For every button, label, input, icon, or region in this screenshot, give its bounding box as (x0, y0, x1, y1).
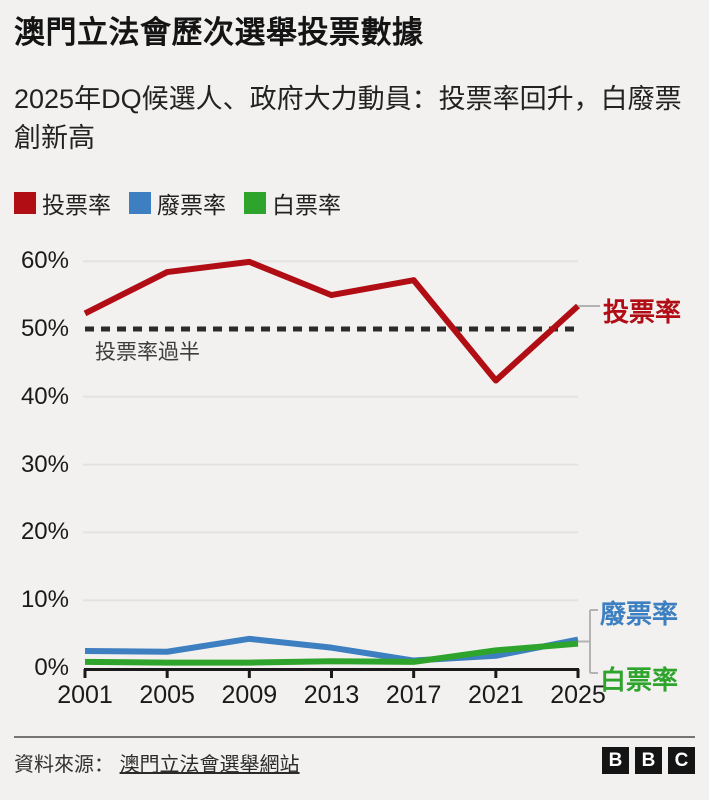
legend-label: 廢票率 (157, 192, 226, 218)
y-tick-label: 30% (20, 450, 69, 478)
series-label-turnout: 投票率 (603, 297, 682, 327)
series-label-blank-votes: 白票率 (600, 665, 679, 695)
y-tick-label: 50% (20, 315, 69, 342)
connector-bracket (578, 609, 598, 674)
footer-divider (14, 736, 695, 738)
legend-item: 投票率 (14, 186, 111, 220)
chart-subtitle: 2025年DQ候選人、政府大力動員：投票率回升，白廢票創新高 (14, 84, 682, 154)
series-line-2 (84, 640, 579, 666)
y-tick-label: 0% (34, 654, 69, 681)
y-tick-label: 20% (20, 518, 69, 546)
x-tick-label: 2001 (57, 681, 113, 709)
x-tick-label: 2021 (468, 681, 524, 709)
chart-legend: 投票率 廢票率 白票率 (14, 186, 341, 220)
source-label: 資料來源： (14, 754, 114, 776)
series-line-0 (83, 258, 581, 384)
source-attribution: 資料來源： 澳門立法會選舉網站 (14, 748, 300, 777)
x-tick-label: 2017 (385, 681, 442, 709)
reference-line-annotation: 投票率過半 (95, 341, 200, 364)
x-tick-label: 2005 (139, 681, 195, 709)
legend-swatch (129, 192, 151, 214)
legend-swatch (244, 192, 266, 214)
y-tick-label: 60% (20, 247, 69, 275)
x-tick-label: 2025 (550, 681, 606, 709)
bbc-logo-block: B (635, 747, 662, 774)
x-tick-label: 2009 (221, 681, 278, 709)
series-line-1 (84, 635, 579, 664)
series-label-invalid-votes: 廢票率 (600, 599, 679, 629)
bbc-logo: B B C (602, 747, 695, 774)
bbc-logo-block: B (602, 747, 629, 774)
bbc-logo-block: C (668, 747, 695, 774)
legend-label: 白票率 (272, 192, 341, 218)
x-tick-label: 2013 (303, 681, 360, 709)
source-link[interactable]: 澳門立法會選舉網站 (119, 754, 300, 776)
legend-item: 廢票率 (129, 186, 226, 220)
y-tick-label: 40% (20, 382, 69, 410)
y-tick-label: 10% (20, 586, 69, 614)
legend-swatch (14, 192, 36, 214)
legend-label: 投票率 (42, 192, 111, 218)
legend-item: 白票率 (244, 186, 341, 220)
chart-title: 澳門立法會歷次選舉投票數據 (14, 15, 424, 50)
